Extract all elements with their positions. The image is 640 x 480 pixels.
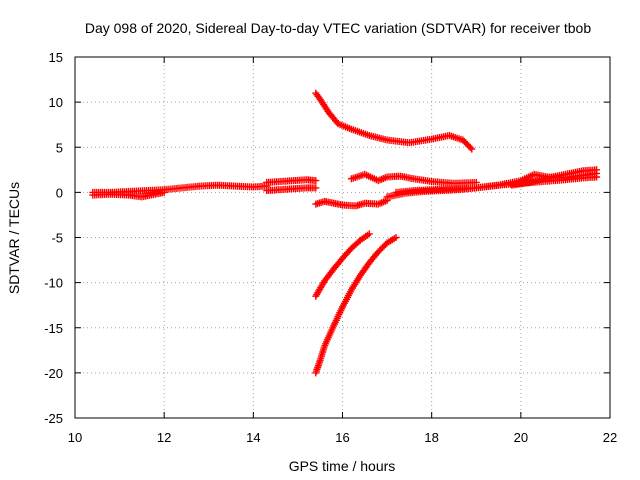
series-markers — [312, 234, 400, 377]
x-tick-label: 10 — [68, 430, 82, 445]
series-markers — [347, 170, 480, 187]
y-tick-label: -15 — [44, 321, 63, 336]
y-tick-label: -10 — [44, 276, 63, 291]
chart-title: Day 098 of 2020, Sidereal Day-to-day VTE… — [85, 20, 592, 36]
series-markers — [263, 176, 320, 186]
x-tick-label: 22 — [603, 430, 617, 445]
y-tick-label: 15 — [49, 50, 63, 65]
series-markers — [89, 188, 168, 201]
data-series — [89, 89, 601, 377]
series-markers — [312, 89, 476, 153]
x-tick-label: 12 — [157, 430, 171, 445]
grid-lines — [75, 57, 610, 418]
series-arc-k — [312, 230, 373, 300]
series-markers — [508, 166, 601, 189]
x-axis-label: GPS time / hours — [289, 458, 396, 474]
series-arc-d — [263, 176, 320, 186]
x-tick-label: 14 — [246, 430, 260, 445]
y-tick-label: -25 — [44, 411, 63, 426]
y-tick-label: 10 — [49, 95, 63, 110]
series-arc-g — [347, 170, 480, 187]
y-tick-label: 0 — [56, 185, 63, 200]
y-tick-label: -5 — [51, 231, 63, 246]
series-arc-j — [508, 166, 601, 189]
x-tick-label: 16 — [335, 430, 349, 445]
series-arc-b — [89, 188, 168, 201]
x-tick-label: 18 — [424, 430, 438, 445]
series-markers — [312, 230, 373, 300]
series-arc-l — [312, 234, 400, 377]
axis-ticks: 10 12 14 16 18 20 22 -25 -20 -15 -10 -5 0 5 10 15 — [44, 50, 617, 445]
y-axis-label: SDTVAR / TECUs — [6, 182, 22, 294]
series-markers — [312, 197, 391, 210]
series-arc-c — [263, 184, 320, 195]
series-arc-e — [312, 89, 476, 153]
series-markers — [263, 184, 320, 195]
y-tick-label: -20 — [44, 366, 63, 381]
series-arc-f — [312, 197, 391, 210]
x-tick-label: 20 — [514, 430, 528, 445]
y-tick-label: 5 — [56, 140, 63, 155]
